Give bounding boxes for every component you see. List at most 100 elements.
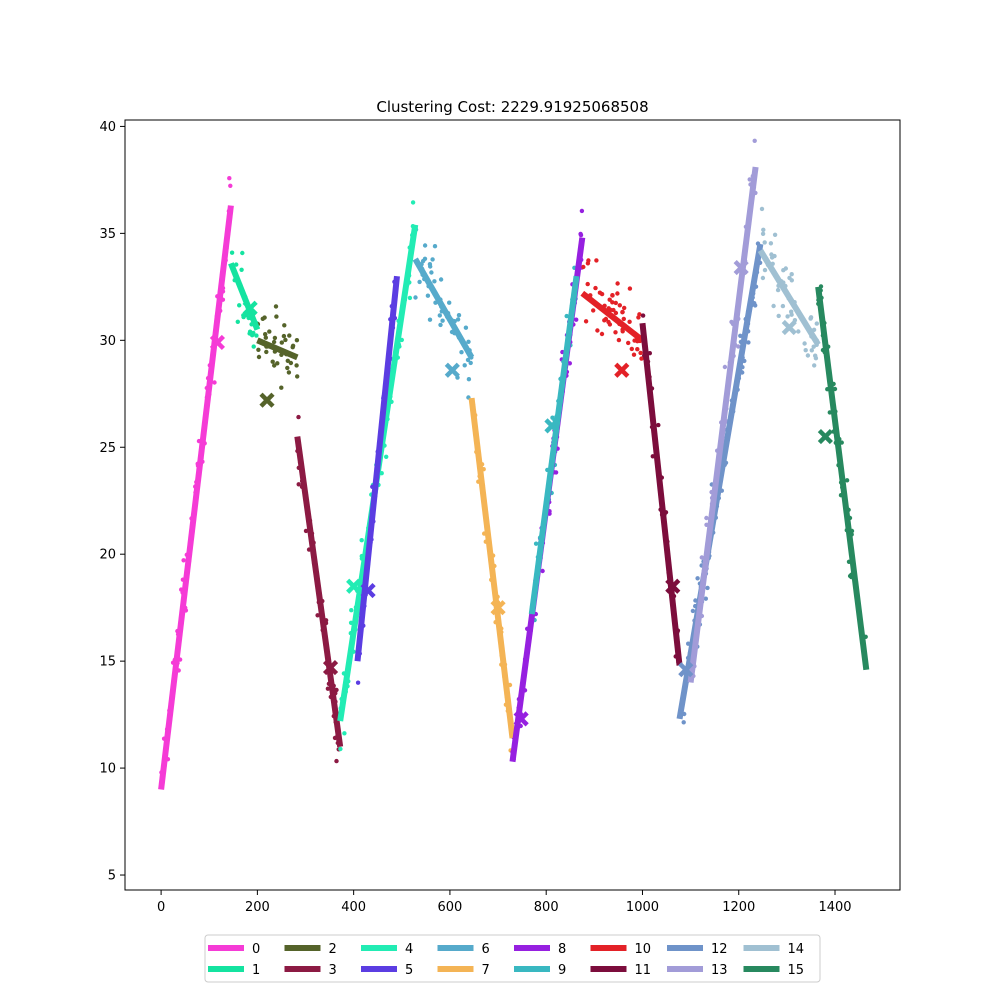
series-2-fit-line xyxy=(256,337,299,361)
data-point xyxy=(620,309,625,315)
data-point xyxy=(776,313,781,319)
series-3-centroid xyxy=(322,659,339,676)
legend-item-9: 9 xyxy=(514,963,566,978)
data-point xyxy=(355,680,361,685)
legend-item-6: 6 xyxy=(437,942,490,957)
data-point xyxy=(813,353,818,358)
data-point xyxy=(272,363,277,368)
y-tick-label: 35 xyxy=(99,227,116,242)
data-point xyxy=(228,183,233,188)
data-point xyxy=(540,568,545,574)
data-point xyxy=(227,176,232,181)
data-point xyxy=(229,250,235,255)
data-point xyxy=(303,528,309,534)
x-tick-label: 0 xyxy=(157,900,165,915)
data-point xyxy=(761,227,766,232)
data-point xyxy=(583,319,589,324)
data-point xyxy=(615,291,620,296)
plot-area xyxy=(158,138,870,790)
legend-label: 12 xyxy=(711,942,728,957)
data-point xyxy=(762,240,767,245)
x-tick-label: 400 xyxy=(341,900,366,915)
data-point xyxy=(746,340,751,345)
data-point xyxy=(616,337,622,343)
series-13-centroid xyxy=(733,259,749,276)
x-tick-label: 1000 xyxy=(626,900,659,915)
series-10-centroid xyxy=(614,362,630,378)
data-point xyxy=(787,275,792,281)
data-point xyxy=(422,243,428,248)
legend-item-2: 2 xyxy=(284,942,337,957)
series-10-fit-line xyxy=(580,290,645,343)
legend-frame xyxy=(204,934,821,983)
data-point xyxy=(263,335,268,340)
data-point xyxy=(250,333,255,338)
y-tick-label: 30 xyxy=(99,334,116,349)
data-point xyxy=(771,303,776,309)
data-point xyxy=(438,322,443,328)
series-13-fit-line xyxy=(687,166,759,683)
y-tick-label: 25 xyxy=(99,441,116,456)
data-point xyxy=(564,313,569,319)
data-point xyxy=(432,279,437,284)
data-point xyxy=(607,297,612,302)
data-point xyxy=(796,329,801,334)
legend-label: 7 xyxy=(482,963,490,978)
data-point xyxy=(427,262,433,267)
data-point xyxy=(212,380,217,385)
data-point xyxy=(235,319,240,324)
data-point xyxy=(342,731,347,736)
data-point xyxy=(279,385,284,390)
data-point xyxy=(785,314,790,319)
series-9-centroid xyxy=(544,418,560,434)
legend-label: 1 xyxy=(252,963,260,978)
data-point xyxy=(736,344,741,349)
data-point xyxy=(814,321,819,326)
data-point xyxy=(440,318,445,323)
series-7-centroid xyxy=(490,600,506,616)
data-point xyxy=(254,333,259,338)
data-point xyxy=(780,303,786,309)
data-point xyxy=(802,341,807,346)
data-point xyxy=(256,354,262,360)
data-point xyxy=(789,272,794,277)
legend-label: 4 xyxy=(405,942,413,957)
data-point xyxy=(274,314,279,319)
data-point xyxy=(593,285,598,291)
data-point xyxy=(296,482,301,487)
legend-label: 15 xyxy=(788,963,805,978)
data-point xyxy=(595,328,600,333)
data-point xyxy=(425,293,431,298)
legend-item-14: 14 xyxy=(743,942,804,957)
series-6-centroid xyxy=(444,362,460,378)
series-0-fit-line xyxy=(158,205,234,790)
data-point xyxy=(695,576,700,581)
data-point xyxy=(690,608,696,614)
legend-item-7: 7 xyxy=(437,963,490,978)
data-point xyxy=(844,478,850,483)
data-point xyxy=(699,555,704,560)
legend-label: 11 xyxy=(635,963,652,978)
data-point xyxy=(264,349,269,355)
data-point xyxy=(282,323,287,328)
data-point xyxy=(759,206,765,212)
data-point xyxy=(681,720,686,725)
data-point xyxy=(578,231,583,237)
data-point xyxy=(631,352,637,357)
series-15-centroid xyxy=(817,428,833,445)
data-point xyxy=(602,318,607,323)
data-point xyxy=(455,317,461,322)
x-tick-label: 800 xyxy=(534,900,559,915)
data-point xyxy=(251,344,256,349)
data-point xyxy=(456,313,462,318)
data-point xyxy=(775,287,781,293)
data-point xyxy=(627,319,632,324)
series-15-fit-line xyxy=(815,286,870,671)
data-point xyxy=(234,262,239,267)
legend-label: 10 xyxy=(635,942,652,957)
series-11-centroid xyxy=(665,578,681,594)
data-point xyxy=(811,344,816,349)
legend-item-1: 1 xyxy=(208,963,260,978)
data-point xyxy=(738,333,743,338)
